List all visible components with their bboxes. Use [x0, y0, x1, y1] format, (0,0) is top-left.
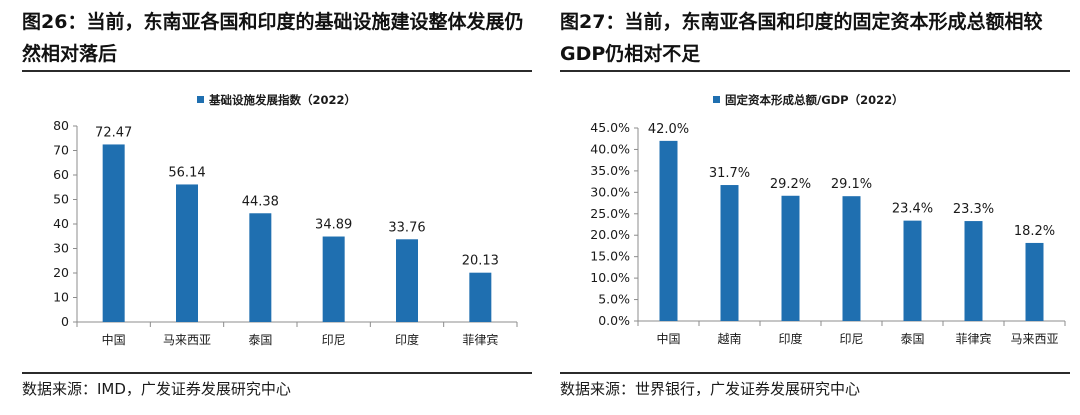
data-label: 72.47: [95, 125, 132, 140]
y-tick-label: 40: [53, 216, 69, 231]
figure-26-panel: 图26：当前，东南亚各国和印度的基础设施建设整体发展仍然相对落后 基础设施发展指…: [22, 0, 542, 415]
data-label: 18.2%: [1014, 224, 1055, 239]
source-note: 数据来源：IMD，广发证券发展研究中心: [22, 380, 291, 398]
y-tick-label: 0: [61, 314, 69, 329]
x-tick-label: 印度: [395, 332, 419, 347]
bar: [720, 185, 739, 321]
bar: [469, 272, 492, 322]
bar: [842, 196, 861, 321]
x-tick-label: 马来西亚: [1010, 332, 1058, 346]
y-tick-label: 10: [53, 290, 69, 305]
data-label: 23.4%: [892, 202, 933, 217]
bottom-rule: [560, 372, 1070, 374]
source-note: 数据来源：世界银行，广发证券发展研究中心: [560, 380, 861, 398]
bar: [102, 144, 125, 322]
x-tick-label: 印尼: [839, 332, 863, 346]
y-tick-label: 60: [53, 167, 69, 182]
data-label: 29.2%: [770, 177, 811, 192]
y-tick-label: 5.0%: [598, 292, 630, 307]
y-tick-label: 40.0%: [590, 141, 630, 156]
data-label: 56.14: [168, 165, 205, 180]
x-tick-label: 中国: [102, 332, 126, 347]
y-tick-label: 45.0%: [590, 120, 630, 135]
infrastructure-index-chart: 基础设施发展指数（2022） 0 10 20 30 40 50 60 70 80 72.47 中国 56…: [53, 93, 518, 347]
y-tick-label: 35.0%: [590, 163, 630, 178]
bar: [903, 220, 922, 321]
data-label: 31.7%: [709, 166, 750, 181]
y-tick-label: 30.0%: [590, 184, 630, 199]
y-tick-label: 0.0%: [598, 313, 630, 328]
figure-title: 图26：当前，东南亚各国和印度的基础设施建设整体发展仍然相对落后: [22, 11, 524, 65]
bar: [964, 221, 983, 321]
x-tick-label: 泰国: [248, 333, 272, 347]
bar: [781, 195, 800, 321]
legend-label: 固定资本形成总额/GDP（2022）: [725, 93, 904, 107]
x-tick-label: 越南: [717, 331, 741, 346]
top-rule: [22, 70, 532, 72]
bar: [176, 184, 198, 322]
data-label: 29.1%: [831, 177, 872, 192]
y-tick-label: 20: [53, 265, 69, 280]
fixed-capital-gdp-chart: 固定资本形成总额/GDP（2022） 0.0% 5.0% 10.0% 15.0% 20.0…: [590, 93, 1066, 346]
bottom-rule: [22, 372, 532, 374]
bar: [249, 213, 272, 322]
figure-title: 图27：当前，东南亚各国和印度的固定资本形成总额相较GDP仍相对不足: [560, 11, 1043, 65]
bar: [322, 236, 345, 322]
x-tick-label: 印尼: [322, 333, 346, 347]
legend-label: 基础设施发展指数（2022）: [208, 93, 356, 107]
x-tick-label: 马来西亚: [163, 333, 211, 347]
y-tick-label: 20.0%: [590, 227, 630, 242]
data-label: 34.89: [315, 218, 352, 233]
x-tick-label: 印度: [778, 331, 802, 346]
bar: [396, 239, 418, 322]
data-label: 33.76: [388, 220, 425, 235]
legend-swatch: [713, 96, 720, 103]
bar: [659, 140, 678, 321]
legend: 基础设施发展指数（2022）: [197, 93, 356, 107]
data-label: 42.0%: [648, 122, 689, 137]
legend: 固定资本形成总额/GDP（2022）: [713, 93, 904, 107]
top-rule: [560, 70, 1070, 72]
y-tick-label: 70: [53, 143, 69, 158]
y-tick-label: 50: [53, 192, 69, 207]
x-tick-label: 泰国: [900, 332, 924, 346]
data-label: 44.38: [242, 194, 279, 209]
y-tick-label: 25.0%: [590, 206, 630, 221]
figure-27-panel: 图27：当前，东南亚各国和印度的固定资本形成总额相较GDP仍相对不足 固定资本形…: [560, 0, 1080, 415]
y-tick-label: 15.0%: [590, 249, 630, 264]
y-tick-label: 30: [53, 241, 69, 256]
x-tick-label: 菲律宾: [955, 331, 991, 346]
data-label: 23.3%: [953, 202, 994, 217]
legend-swatch: [197, 96, 204, 103]
y-tick-label: 80: [53, 118, 69, 133]
x-tick-label: 中国: [656, 331, 680, 346]
data-label: 20.13: [462, 254, 499, 269]
x-tick-label: 菲律宾: [462, 332, 498, 347]
bar: [1025, 242, 1044, 321]
y-tick-label: 10.0%: [590, 270, 630, 285]
